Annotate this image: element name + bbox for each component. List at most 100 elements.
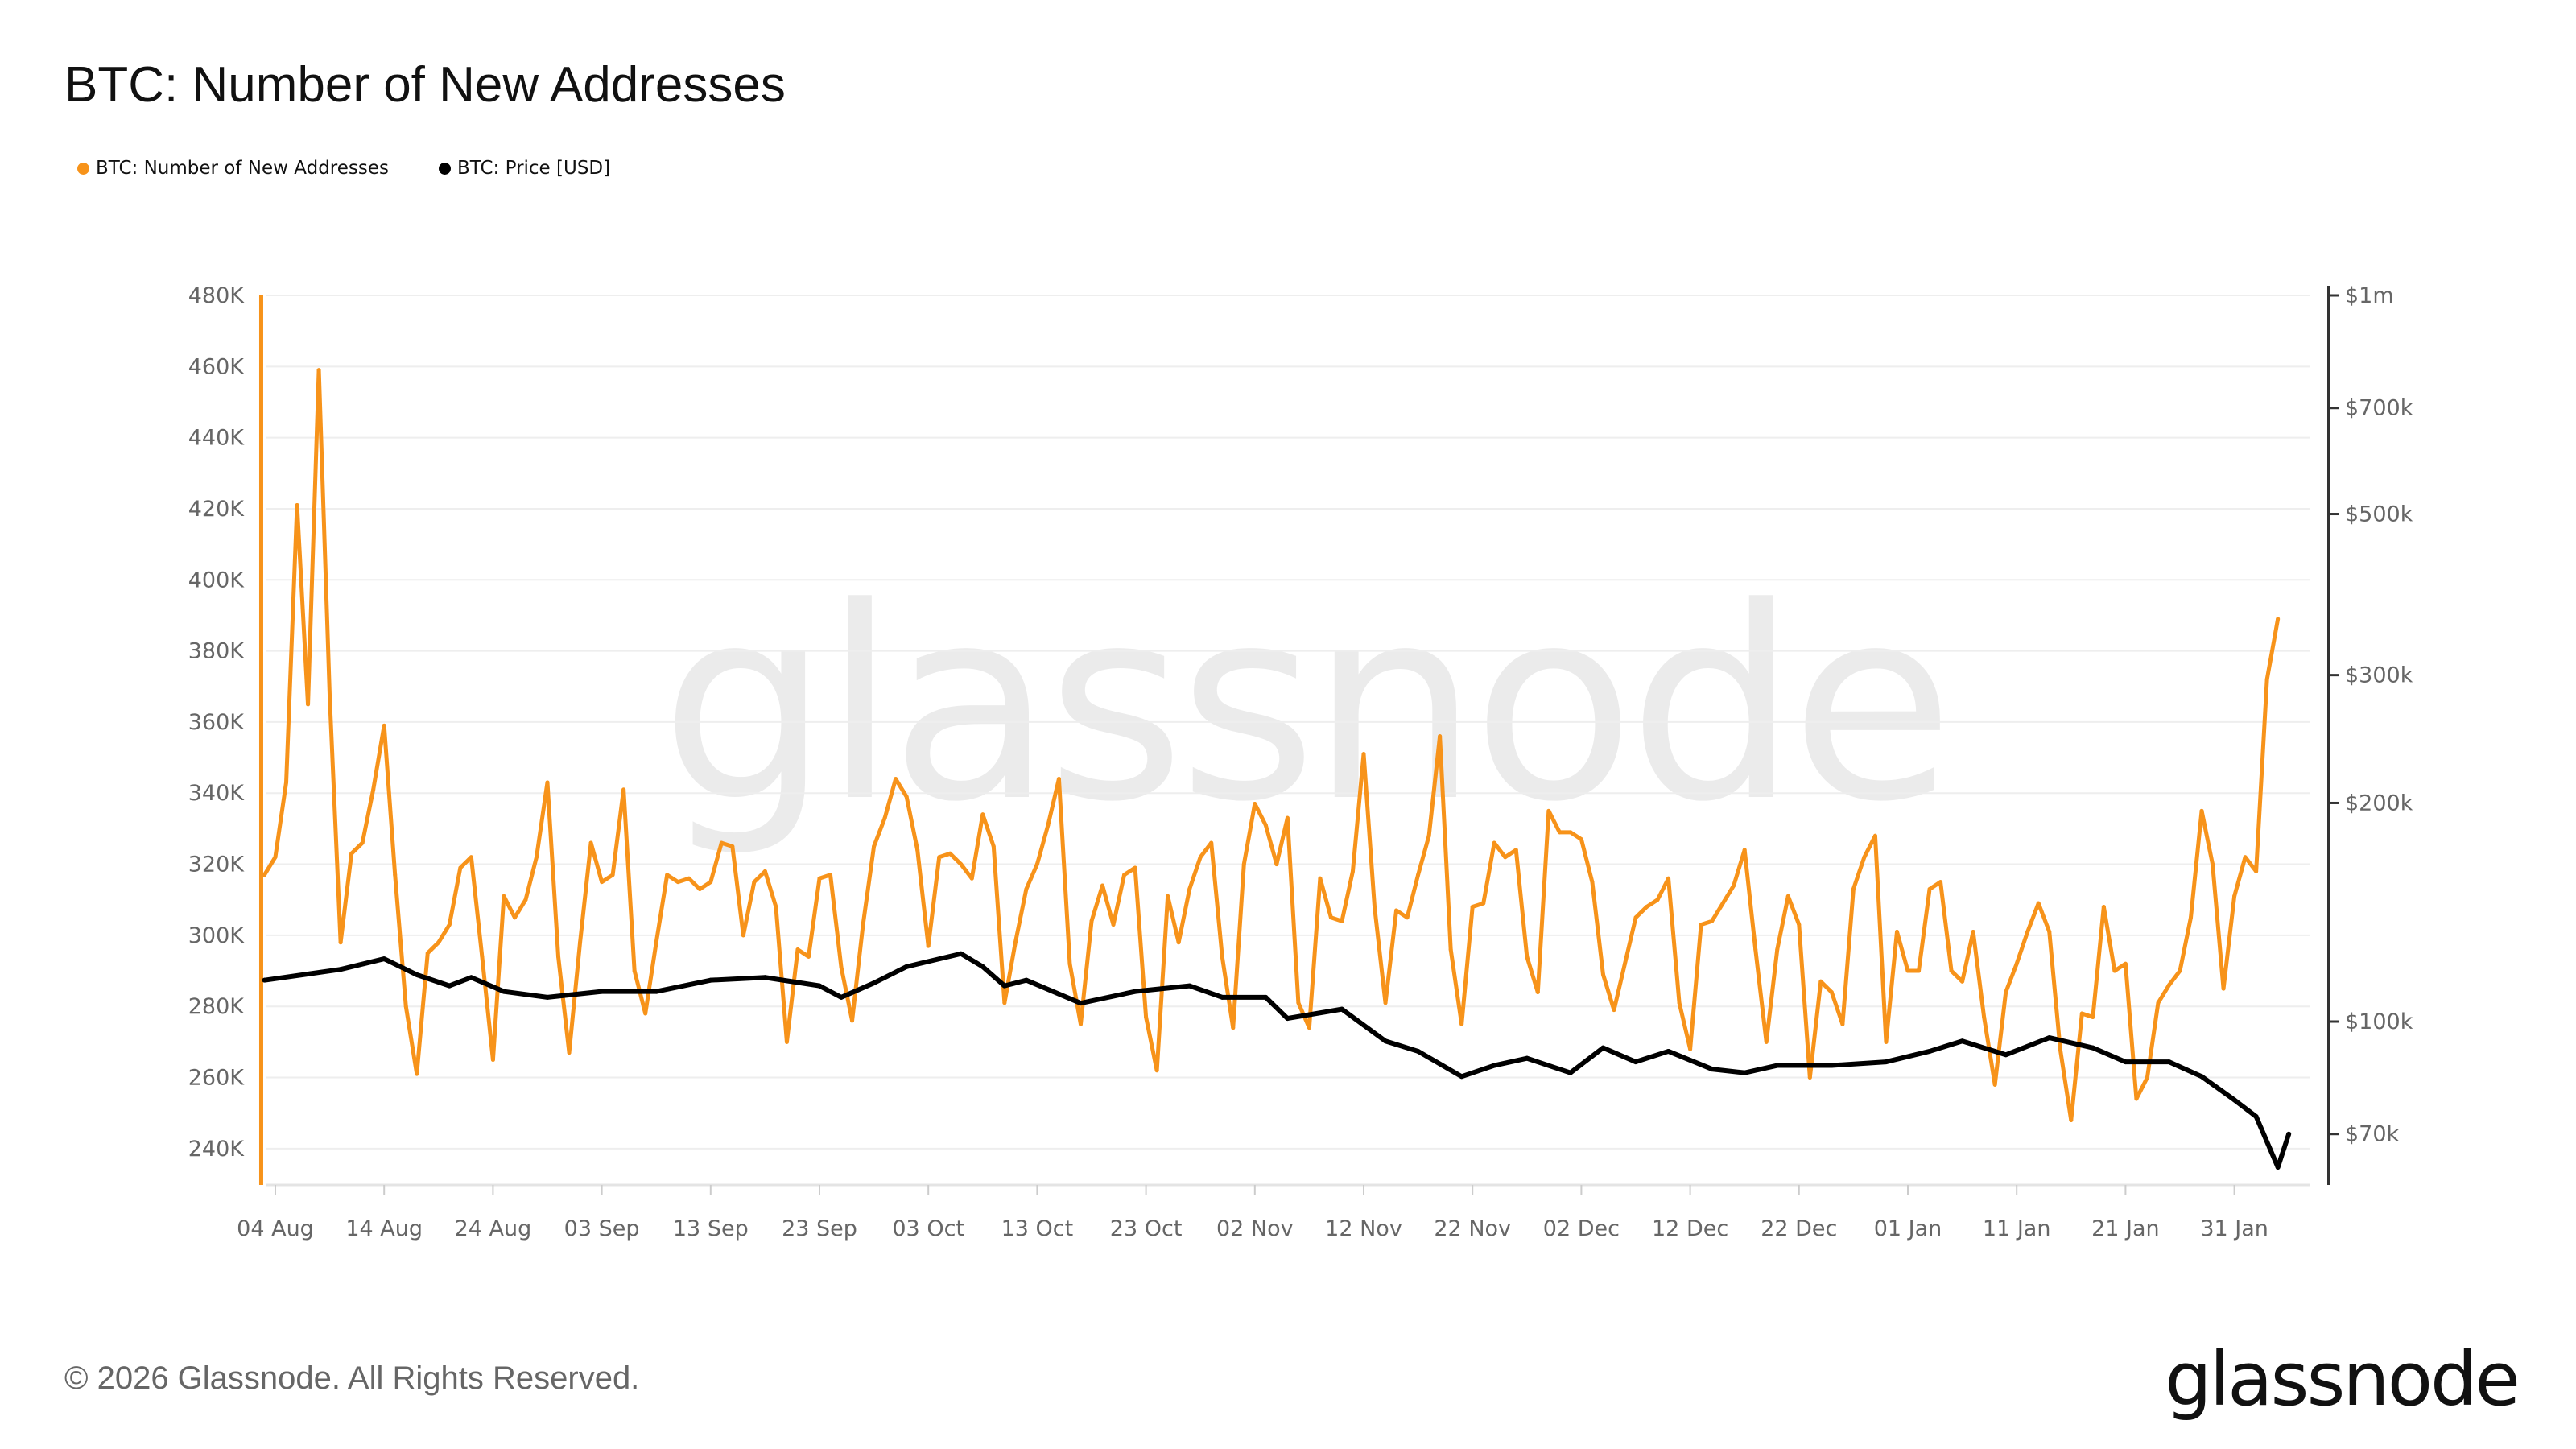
new-addresses-point: [284, 780, 289, 785]
price-point: [2166, 1059, 2172, 1065]
new-addresses-point: [1046, 823, 1051, 828]
new-addresses-point: [1525, 954, 1530, 959]
x-tick-label: 31 Jan: [2200, 1216, 2268, 1241]
price-point: [1133, 989, 1138, 994]
price-point: [1567, 1070, 1573, 1075]
y-left-tick-label: 320K: [188, 852, 246, 877]
price-point: [762, 975, 768, 980]
price-point: [2090, 1045, 2095, 1051]
new-addresses-point: [447, 923, 452, 927]
new-addresses-point: [806, 954, 811, 959]
new-addresses-point: [1710, 919, 1715, 923]
glassnode-logo: glassnode: [2165, 1336, 2520, 1422]
y-right-tick-label: $100k: [2345, 1009, 2413, 1034]
new-addresses-point: [1263, 823, 1268, 828]
new-addresses-point: [1154, 1068, 1159, 1073]
new-addresses-point: [1688, 1046, 1693, 1051]
new-addresses-point: [469, 855, 473, 860]
watermark: glassnode: [661, 551, 1948, 860]
new-addresses-point: [1645, 905, 1649, 910]
new-addresses-point: [1285, 815, 1290, 820]
new-addresses-point: [578, 940, 583, 945]
new-addresses-point: [784, 1039, 789, 1044]
price-point: [469, 975, 474, 980]
new-addresses-point: [1448, 947, 1453, 952]
new-addresses-point: [1905, 968, 1910, 973]
y-left-tick-label: 260K: [188, 1066, 246, 1091]
y-left-tick-label: 280K: [188, 994, 246, 1019]
x-tick-label: 13 Oct: [1001, 1216, 1074, 1241]
new-addresses-point: [1111, 923, 1116, 927]
new-addresses-point: [1666, 876, 1671, 881]
price-point: [958, 951, 964, 956]
price-point: [2231, 1097, 2237, 1103]
new-addresses-point: [1013, 940, 1018, 945]
new-addresses-point: [1590, 880, 1595, 885]
new-addresses-point: [1340, 919, 1344, 923]
price-point: [382, 956, 387, 962]
new-addresses-point: [774, 905, 778, 910]
new-addresses-point: [2004, 990, 2008, 995]
price-point: [1666, 1048, 1671, 1054]
price-point: [1078, 1001, 1084, 1006]
price-point: [1709, 1067, 1715, 1072]
price-point: [262, 977, 267, 983]
new-addresses-point: [1742, 848, 1747, 852]
new-addresses-point: [872, 844, 877, 848]
x-tick-label: 14 Aug: [345, 1216, 423, 1241]
new-addresses-point: [1851, 886, 1856, 891]
new-addresses-point: [458, 865, 463, 870]
new-addresses-point: [316, 368, 321, 373]
new-addresses-point: [1699, 923, 1703, 927]
new-addresses-point: [719, 840, 724, 845]
new-addresses-point: [534, 855, 539, 860]
legend-label: BTC: Number of New Addresses: [96, 158, 389, 179]
legend-item-new-addresses[interactable]: BTC: Number of New Addresses: [77, 158, 389, 179]
new-addresses-point: [295, 503, 299, 508]
new-addresses-point: [1274, 862, 1279, 867]
new-addresses-point: [480, 954, 485, 959]
y-left-tick-label: 380K: [188, 639, 246, 664]
price-point: [871, 980, 877, 986]
price-point: [1774, 1063, 1780, 1068]
new-addresses-point: [947, 851, 952, 856]
y-left-tick-label: 420K: [188, 497, 246, 522]
new-addresses-point: [675, 880, 680, 885]
new-addresses-point: [665, 873, 670, 877]
new-addresses-point: [839, 965, 844, 970]
price-point: [980, 964, 985, 969]
price-point: [2199, 1074, 2205, 1080]
new-addresses-point: [1785, 894, 1790, 898]
new-addresses-point: [1732, 883, 1736, 888]
x-tick-label: 12 Dec: [1652, 1216, 1728, 1241]
new-addresses-point: [1373, 905, 1377, 910]
price-point: [2253, 1113, 2259, 1119]
new-addresses-point: [1034, 862, 1039, 867]
new-addresses-point: [1133, 865, 1137, 870]
orange-dot-icon: [77, 162, 89, 175]
new-addresses-point: [1481, 901, 1486, 906]
x-tick-label: 01 Jan: [1874, 1216, 1942, 1241]
new-addresses-point: [1818, 979, 1823, 984]
price-point: [1339, 1006, 1344, 1012]
new-addresses-point: [1872, 833, 1877, 838]
price-point: [1883, 1059, 1889, 1065]
price-point: [599, 989, 605, 994]
new-addresses-point: [1797, 923, 1802, 927]
new-addresses-point: [1361, 752, 1366, 757]
legend-item-price[interactable]: BTC: Price [USD]: [439, 158, 610, 179]
new-addresses-point: [1318, 876, 1323, 881]
new-addresses-point: [697, 886, 702, 891]
price-point: [2003, 1052, 2008, 1058]
x-tick-label: 02 Dec: [1543, 1216, 1620, 1241]
price-point: [2046, 1035, 2052, 1041]
new-addresses-point: [393, 873, 398, 877]
price-point: [1263, 994, 1269, 1000]
new-addresses-point: [1764, 1039, 1769, 1044]
new-addresses-point: [1949, 968, 1954, 973]
new-addresses-point: [2189, 915, 2194, 920]
new-addresses-point: [2178, 968, 2182, 973]
new-addresses-point: [415, 1071, 419, 1076]
price-point: [1600, 1045, 1606, 1051]
new-addresses-point: [1209, 840, 1214, 845]
